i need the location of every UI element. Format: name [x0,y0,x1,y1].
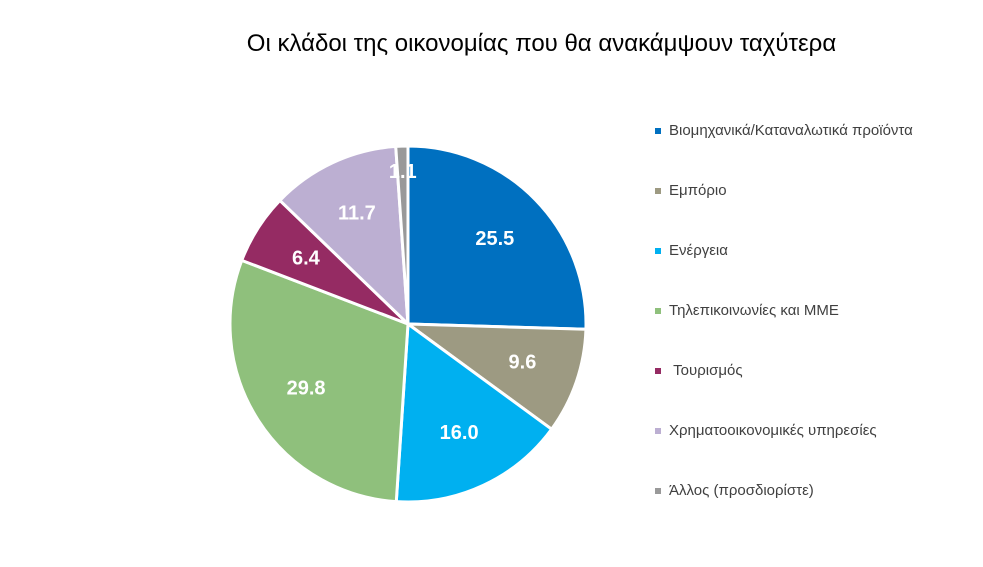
pie-slices [228,144,588,504]
pie-slice-5 [278,144,410,326]
chart-legend: Βιομηχανικά/Καταναλωτικά προϊόντα Εμπόριο… [655,120,965,540]
legend-label-0: Βιομηχανικά/Καταναλωτικά προϊόντα [669,122,913,139]
legend-item-1: Εμπόριο [655,180,965,240]
legend-item-4: Τουρισμός [655,360,965,420]
pie-slice-2 [394,322,554,504]
legend-swatch-6 [655,488,661,494]
pie-slice-6 [394,144,410,326]
pie-data-label-0: 25.5 [475,228,514,250]
legend-swatch-0 [655,128,661,134]
legend-swatch-4 [655,368,661,374]
legend-label-4: Τουρισμός [669,362,743,379]
legend-item-0: Βιομηχανικά/Καταναλωτικά προϊόντα [655,120,965,180]
legend-item-2: Ενέργεια [655,240,965,300]
legend-label-6: Άλλος (προσδιορίστε) [669,482,814,499]
legend-swatch-3 [655,308,661,314]
pie-slice-1 [406,322,588,431]
pie-data-labels: 25.5 9.6 16.0 29.8 6.4 11.7 1.1 [287,161,537,444]
pie-data-label-1: 9.6 [509,352,537,374]
pie-data-label-3: 29.8 [287,378,326,400]
legend-swatch-1 [655,188,661,194]
pie-data-label-2: 16.0 [440,422,479,444]
legend-swatch-2 [655,248,661,254]
legend-item-6: Άλλος (προσδιορίστε) [655,480,965,540]
legend-label-1: Εμπόριο [669,182,727,199]
legend-label-5: Χρηματοοικονομικές υπηρεσίες [669,422,877,439]
pie-slice-3 [228,258,410,504]
legend-label-3: Τηλεπικοινωνίες και ΜΜΕ [669,302,839,319]
chart-title: Οι κλάδοι της οικονομίας που θα ανακάμψο… [246,30,837,57]
legend-swatch-5 [655,428,661,434]
pie-slice-0 [406,144,588,331]
legend-label-2: Ενέργεια [669,242,728,259]
legend-item-5: Χρηματοοικονομικές υπηρεσίες [655,420,965,480]
pie-data-label-5: 11.7 [338,203,376,225]
pie-data-label-6: 1.1 [389,161,417,183]
legend-item-3: Τηλεπικοινωνίες και ΜΜΕ [655,300,965,360]
pie-data-label-4: 6.4 [292,247,321,269]
